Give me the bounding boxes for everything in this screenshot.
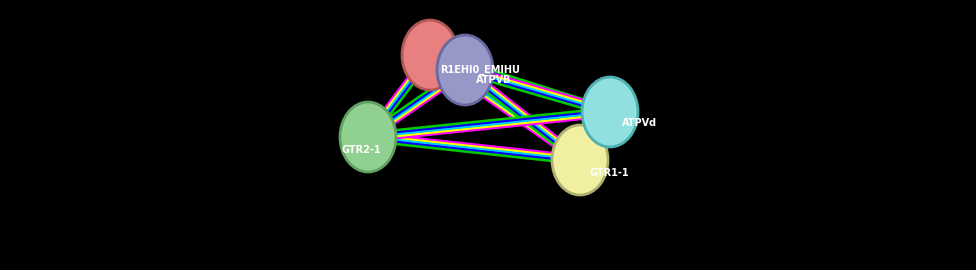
Ellipse shape (340, 102, 396, 172)
Text: GTR2-1: GTR2-1 (342, 145, 382, 155)
Ellipse shape (437, 35, 493, 105)
Text: ATPVd: ATPVd (622, 118, 657, 128)
Ellipse shape (582, 77, 638, 147)
Text: R1EHI0_EMIHU: R1EHI0_EMIHU (440, 65, 520, 75)
Ellipse shape (552, 125, 608, 195)
Text: ATPVB: ATPVB (476, 75, 511, 85)
Ellipse shape (402, 20, 458, 90)
Text: GTR1-1: GTR1-1 (590, 168, 630, 178)
